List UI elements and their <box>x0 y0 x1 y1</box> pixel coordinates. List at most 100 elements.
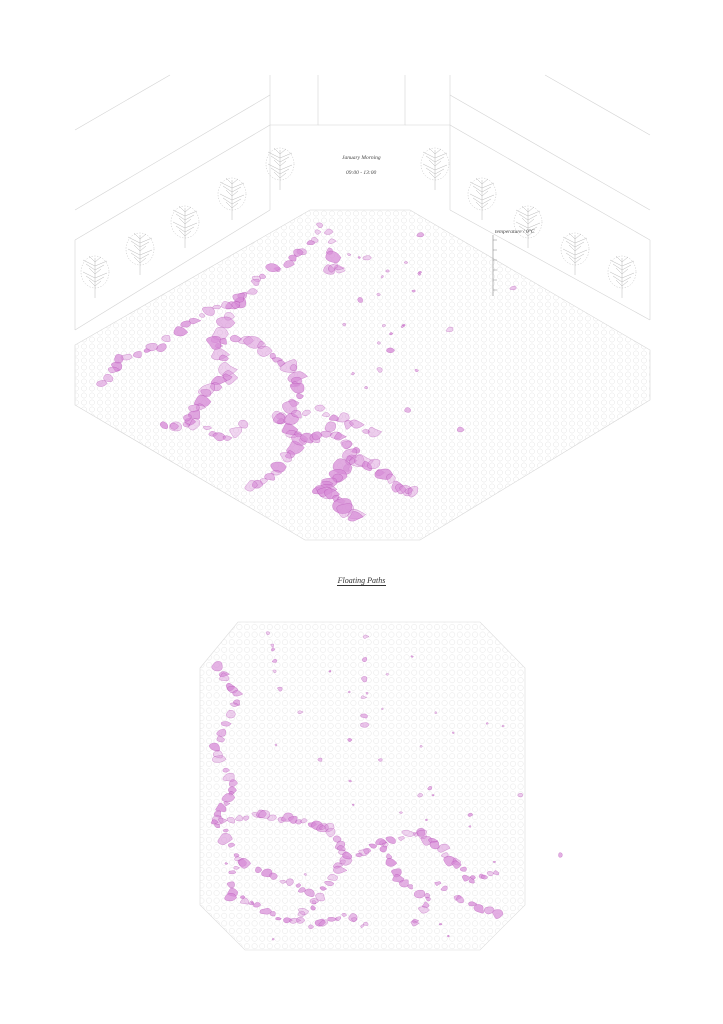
path-blob <box>291 409 302 419</box>
path-blob <box>188 404 200 413</box>
path-blob <box>407 486 419 498</box>
path-blob <box>403 261 409 264</box>
path-blob <box>375 838 387 845</box>
path-blob <box>216 735 226 743</box>
path-blob <box>220 721 232 727</box>
path-blob <box>233 866 240 870</box>
path-blob <box>219 672 230 682</box>
path-blob <box>277 359 286 367</box>
path-blob <box>509 285 517 291</box>
tree-icons <box>80 147 637 298</box>
path-blob <box>253 902 261 908</box>
path-blob <box>173 326 189 337</box>
path-blob <box>288 254 297 262</box>
path-blob <box>486 871 494 877</box>
path-blob <box>216 316 236 329</box>
path-blob <box>385 269 390 273</box>
path-blob <box>270 643 274 647</box>
path-blob <box>322 412 330 417</box>
path-blob <box>327 238 337 244</box>
path-blob <box>206 336 222 350</box>
caption-time: 09:00 - 13:00 <box>346 170 377 176</box>
path-blob <box>451 860 462 869</box>
path-blob <box>427 786 432 791</box>
path-blob <box>232 293 245 303</box>
path-blob <box>215 802 227 812</box>
path-blob <box>319 825 326 830</box>
path-blob <box>342 851 352 860</box>
path-blob <box>283 260 295 268</box>
path-blob <box>200 389 212 397</box>
path-blob <box>251 901 255 905</box>
path-blob <box>210 382 223 392</box>
path-blob <box>286 878 294 886</box>
path-blob <box>315 892 325 902</box>
path-blob <box>217 833 233 845</box>
path-blob <box>233 699 241 706</box>
path-blob <box>267 814 277 821</box>
path-blob <box>222 767 230 773</box>
legend-ticks <box>493 239 497 291</box>
path-blob <box>269 872 278 880</box>
path-blob <box>363 921 369 926</box>
path-blob <box>360 695 368 699</box>
path-blob <box>379 845 388 853</box>
path-blob <box>306 240 316 245</box>
path-blob <box>447 935 450 938</box>
path-blob <box>333 865 348 874</box>
path-blob <box>238 419 249 429</box>
path-blob <box>422 901 430 908</box>
path-blob <box>180 320 191 328</box>
path-blob <box>265 263 281 272</box>
path-blob <box>218 817 228 824</box>
path-blob <box>243 336 265 349</box>
path-blob <box>296 393 304 400</box>
path-blob <box>400 325 405 328</box>
path-blob <box>416 232 425 238</box>
path-blob <box>293 248 304 257</box>
path-blob <box>274 743 278 747</box>
path-blob <box>224 893 238 902</box>
path-blob <box>363 634 370 639</box>
path-blob <box>221 793 236 803</box>
path-blob <box>230 702 239 707</box>
path-blob <box>219 354 229 362</box>
path-blob <box>364 386 368 389</box>
path-blob <box>424 893 431 899</box>
path-blob <box>257 345 273 357</box>
path-blob <box>419 745 423 748</box>
path-blob <box>314 229 322 235</box>
path-blob <box>103 373 114 382</box>
path-blob <box>328 670 332 673</box>
path-blob <box>310 905 316 911</box>
tree-icon <box>265 147 295 190</box>
path-blob <box>289 382 305 394</box>
path-blob <box>367 458 381 470</box>
path-blob <box>211 819 219 825</box>
path-blob <box>309 898 319 905</box>
path-blob <box>277 687 283 692</box>
path-blob <box>223 801 231 807</box>
tree-icon <box>80 255 110 298</box>
path-blob <box>348 779 352 783</box>
path-blob <box>399 879 409 888</box>
path-blob <box>386 853 392 859</box>
path-blob <box>300 818 308 824</box>
path-blob <box>257 340 266 349</box>
path-blob <box>221 301 233 310</box>
path-blob <box>327 873 338 881</box>
path-blob <box>259 908 272 915</box>
path-blob <box>398 836 405 841</box>
path-blob <box>351 803 355 806</box>
path-blob <box>399 811 403 814</box>
path-blob <box>517 793 523 798</box>
path-blob <box>346 253 352 256</box>
path-blob <box>235 815 243 822</box>
path-blob <box>259 273 267 279</box>
path-blob <box>212 755 227 763</box>
path-blob <box>360 713 368 719</box>
temperature-path-blobs-axonometric <box>96 222 517 522</box>
path-blob <box>389 332 394 336</box>
path-blob <box>341 912 347 917</box>
path-blob <box>385 673 389 676</box>
